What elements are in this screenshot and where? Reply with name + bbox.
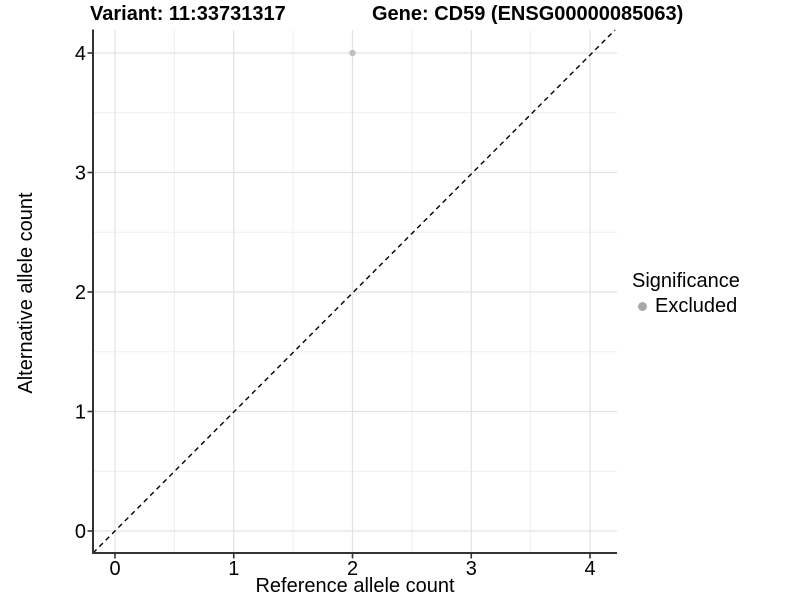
y-tick-label: 4 bbox=[75, 43, 86, 65]
legend: Significance Excluded bbox=[632, 270, 740, 318]
y-tick-label: 0 bbox=[75, 521, 86, 543]
x-axis-title: Reference allele count bbox=[255, 575, 455, 597]
x-tick-label: 1 bbox=[228, 558, 239, 580]
identity-reference-line bbox=[92, 29, 616, 554]
gene-title: Gene: CD59 (ENSG00000085063) bbox=[372, 3, 684, 25]
x-tick-label: 4 bbox=[584, 558, 595, 580]
x-tick-label: 2 bbox=[347, 558, 358, 580]
y-axis-title: Alternative allele count bbox=[15, 192, 37, 394]
legend-key-dot-icon bbox=[638, 302, 647, 311]
legend-item-excluded: Excluded bbox=[632, 295, 740, 318]
y-tick-label: 1 bbox=[75, 402, 86, 424]
y-tick-label: 2 bbox=[75, 282, 86, 304]
x-tick-label: 3 bbox=[466, 558, 477, 580]
legend-item-label: Excluded bbox=[655, 295, 738, 317]
y-tick-label: 3 bbox=[75, 163, 86, 185]
variant-title: Variant: 11:33731317 bbox=[90, 3, 286, 25]
data-point bbox=[349, 49, 356, 57]
legend-title: Significance bbox=[632, 270, 740, 292]
x-tick-label: 0 bbox=[109, 558, 120, 580]
